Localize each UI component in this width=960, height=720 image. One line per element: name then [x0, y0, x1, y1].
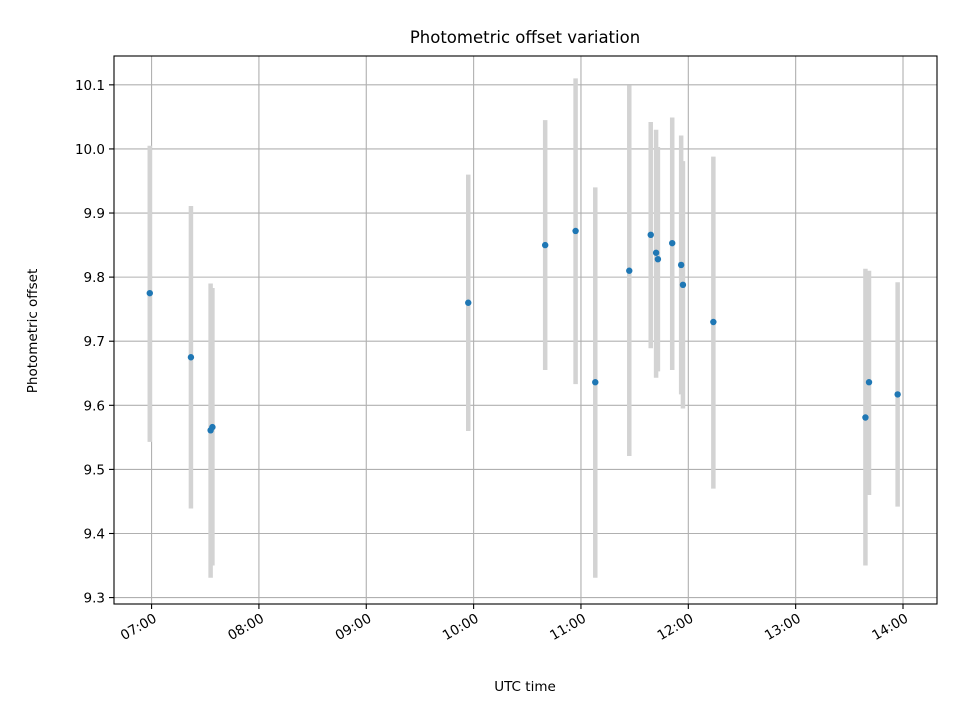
- y-tick-label: 9.5: [84, 462, 105, 478]
- y-tick-label: 9.3: [84, 591, 105, 607]
- data-point: [209, 423, 216, 431]
- data-point: [647, 231, 654, 239]
- y-tick-label: 9.8: [84, 270, 105, 286]
- y-tick-label: 10.0: [75, 142, 105, 158]
- chart-title: Photometric offset variation: [410, 28, 640, 47]
- data-point: [592, 379, 599, 386]
- y-tick-label: 10.1: [75, 78, 105, 94]
- data-point: [862, 414, 869, 421]
- data-point: [146, 289, 153, 297]
- y-tick-label: 9.6: [84, 398, 105, 414]
- data-point: [677, 261, 685, 269]
- data-point: [654, 255, 662, 263]
- data-point: [187, 354, 195, 361]
- y-axis-label: Photometric offset: [25, 269, 41, 393]
- y-tick-label: 9.7: [84, 334, 105, 350]
- data-markers: [146, 227, 901, 434]
- y-tick-label: 9.4: [84, 526, 105, 542]
- data-point: [865, 379, 873, 386]
- data-point: [626, 267, 633, 274]
- data-point: [652, 249, 660, 256]
- y-axis-ticks: 9.3 9.4 9.5 9.6 9.7 9.8 9.9 10.0 10.1: [75, 78, 114, 607]
- grid: [114, 56, 937, 604]
- data-point: [572, 227, 579, 235]
- plot-frame: [113, 55, 938, 605]
- data-point: [710, 318, 717, 326]
- x-axis-label: UTC time: [494, 679, 556, 695]
- data-point: [669, 239, 676, 247]
- data-point: [541, 241, 549, 249]
- y-tick-label: 9.9: [84, 206, 105, 222]
- data-point: [679, 281, 687, 289]
- plot-area: [114, 56, 937, 604]
- data-point: [465, 299, 472, 306]
- data-point: [894, 391, 901, 398]
